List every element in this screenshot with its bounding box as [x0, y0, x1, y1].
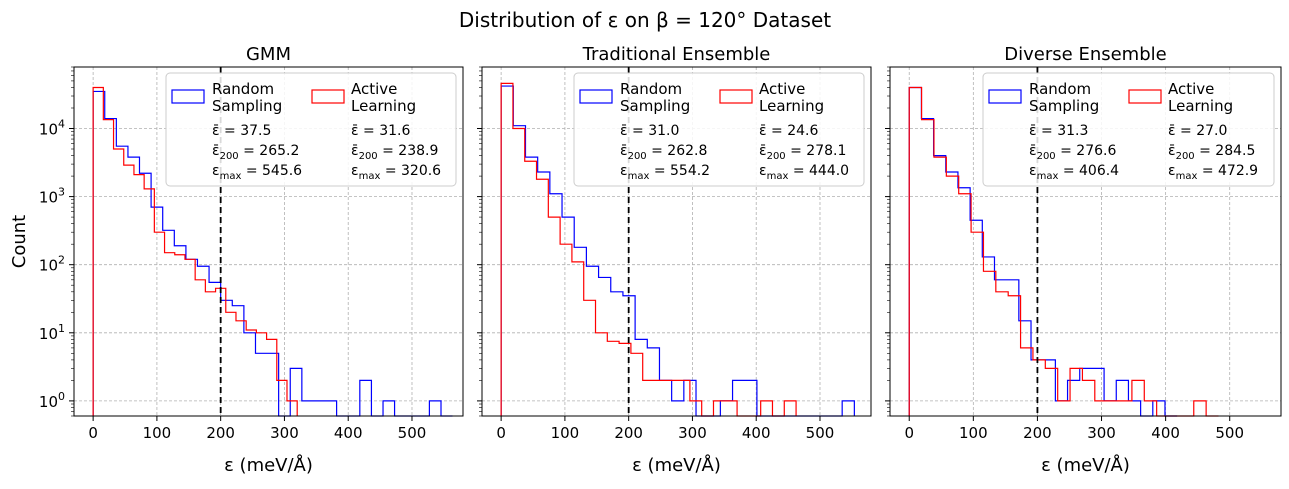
legend-label: Random — [212, 80, 274, 98]
y-tick-label: 102 — [39, 254, 65, 275]
x-tick-label: 200 — [614, 424, 643, 442]
legend-swatch — [311, 89, 345, 104]
y-tick-label: 104 — [39, 117, 65, 138]
stat-max: εmax = 554.2 — [620, 163, 710, 182]
stat-mean-200: ε̄200 = 262.8 — [620, 143, 707, 162]
figure-title: Distribution of ε on β = 120° Dataset — [459, 8, 831, 32]
stat-mean-200: ε̄200 = 238.9 — [351, 143, 438, 162]
panel-title: GMM — [246, 44, 291, 65]
legend-box — [573, 72, 865, 187]
stat-max: εmax = 472.9 — [1168, 163, 1258, 182]
stat-mean: ε̄ = 31.0 — [620, 123, 679, 139]
stat-mean-200: ε̄200 = 278.1 — [759, 143, 846, 162]
x-tick-label: 400 — [742, 424, 771, 442]
stat-max: εmax = 444.0 — [759, 163, 849, 182]
legend-box — [165, 72, 457, 187]
x-tick-label: 300 — [1087, 424, 1116, 442]
x-tick-label: 0 — [496, 424, 506, 442]
legend-label: Sampling — [620, 97, 690, 115]
stat-mean-200: ε̄200 = 276.6 — [1029, 143, 1116, 162]
x-tick-label: 500 — [806, 424, 835, 442]
legend-label: Sampling — [212, 97, 282, 115]
legend-label: Active — [351, 80, 397, 98]
legend-label: Learning — [351, 97, 416, 115]
x-tick-label: 100 — [959, 424, 988, 442]
panel-title: Traditional Ensemble — [582, 44, 771, 65]
stat-mean-200: ε̄200 = 284.5 — [1168, 143, 1255, 162]
y-tick-label: 101 — [39, 322, 65, 343]
stat-mean: ε̄ = 31.6 — [351, 123, 410, 139]
y-tick-label: 100 — [39, 390, 65, 411]
stat-mean: ε̄ = 24.6 — [759, 123, 818, 139]
x-axis-label: ε (meV/Å) — [224, 454, 313, 476]
legend-swatch — [579, 89, 613, 104]
histogram-active-learning — [92, 86, 298, 416]
stat-mean: ε̄ = 31.3 — [1029, 123, 1088, 139]
legend-box — [982, 72, 1275, 187]
legend-swatch — [719, 89, 753, 104]
stat-max: εmax = 545.6 — [212, 163, 302, 182]
legend-label: Active — [759, 80, 805, 98]
x-tick-label: 300 — [678, 424, 707, 442]
stat-mean: ε̄ = 27.0 — [1168, 123, 1227, 139]
x-tick-label: 500 — [1215, 424, 1244, 442]
axes-frame — [481, 66, 872, 417]
legend-label: Sampling — [1029, 97, 1099, 115]
legend-label: Learning — [1168, 97, 1233, 115]
legend-swatch — [171, 89, 205, 104]
x-axis-label: ε (meV/Å) — [1041, 454, 1130, 476]
x-tick-label: 500 — [398, 424, 427, 442]
x-tick-label: 0 — [88, 424, 98, 442]
stat-max: εmax = 320.6 — [351, 163, 441, 182]
y-axis-label: Count — [9, 215, 30, 268]
x-tick-label: 100 — [143, 424, 172, 442]
legend-swatch — [988, 89, 1022, 104]
axes-frame — [73, 66, 464, 417]
panel-2: Traditional Ensemble 0 100 200 300 400 500 ε (m… — [477, 44, 872, 476]
x-tick-label: 100 — [551, 424, 580, 442]
histogram-active-learning — [908, 86, 1219, 417]
x-tick-label: 400 — [1151, 424, 1180, 442]
x-tick-label: 400 — [334, 424, 363, 442]
stat-max: εmax = 406.4 — [1029, 163, 1119, 182]
legend-label: Random — [620, 80, 682, 98]
x-axis-label: ε (meV/Å) — [632, 454, 721, 476]
panel-title: Diverse Ensemble — [1004, 44, 1166, 65]
y-tick-label: 103 — [39, 186, 65, 207]
stat-mean: ε̄ = 37.5 — [212, 123, 271, 139]
panel-1: GMM 0 100 200 300 400 500 ε (meV/Å) 100 101 102 103… — [9, 44, 464, 476]
stat-mean-200: ε̄200 = 265.2 — [212, 143, 299, 162]
x-tick-label: 200 — [206, 424, 235, 442]
x-tick-label: 0 — [904, 424, 914, 442]
legend-label: Active — [1168, 80, 1214, 98]
x-tick-label: 300 — [270, 424, 299, 442]
histogram-random-sampling — [92, 90, 453, 417]
legend-label: Learning — [759, 97, 824, 115]
legend-label: Random — [1029, 80, 1091, 98]
x-tick-label: 200 — [1023, 424, 1052, 442]
axes-frame — [889, 66, 1282, 417]
panel-3: Diverse Ensemble 0 100 200 300 400 500 ε (meV/Å… — [885, 44, 1282, 476]
legend-swatch — [1128, 89, 1162, 104]
